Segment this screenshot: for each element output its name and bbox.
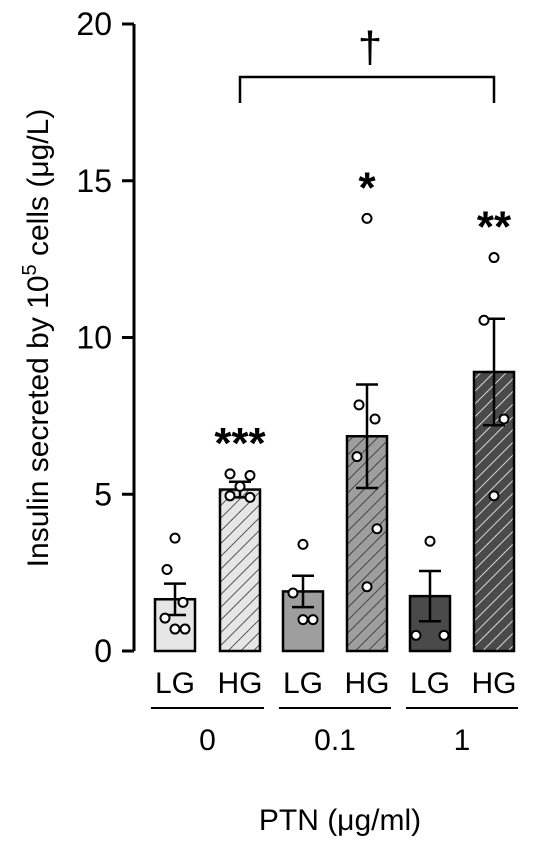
- y-axis-title: Insulin secreted by 105 cells (μg/L): [19, 109, 55, 568]
- data-point: [369, 413, 381, 425]
- significance-mark: *: [358, 163, 376, 212]
- comparison-bracket: †: [238, 23, 496, 103]
- condition-label: HG: [218, 667, 263, 700]
- data-point: [169, 532, 181, 544]
- bar-hg-0: [218, 488, 262, 653]
- data-point: [169, 623, 181, 635]
- y-tick-label: 10: [76, 320, 112, 356]
- condition-label: LG: [410, 667, 450, 700]
- bracket-line: [238, 75, 496, 103]
- data-point: [177, 596, 189, 608]
- data-point: [361, 581, 373, 593]
- data-point: [351, 451, 363, 463]
- data-point: [179, 623, 191, 635]
- data-point: [371, 523, 383, 535]
- y-axis-title-text: Insulin secreted by 105 cells (μg/L): [19, 109, 55, 568]
- bars: [153, 370, 516, 653]
- data-point: [224, 468, 236, 480]
- data-point: [353, 399, 365, 411]
- data-point: [488, 490, 500, 502]
- data-point: [424, 535, 436, 547]
- data-point: [410, 629, 422, 641]
- group-label: 1: [454, 724, 471, 757]
- data-point: [161, 563, 173, 575]
- data-point: [159, 612, 171, 624]
- bracket-label: †: [358, 23, 382, 72]
- y-tick-label: 5: [94, 476, 112, 512]
- data-point: [488, 252, 500, 264]
- condition-label: LG: [283, 667, 323, 700]
- data-point: [297, 614, 309, 626]
- condition-label: LG: [155, 667, 195, 700]
- group-label: 0: [199, 724, 216, 757]
- error-bars: [164, 317, 505, 623]
- x-axis-labels: LG HG LG HG LG HG0 0.1 1: [151, 667, 518, 757]
- data-point: [307, 614, 319, 626]
- significance-mark: **: [477, 203, 512, 252]
- group-label: 0.1: [314, 724, 356, 757]
- y-tick-label: 15: [76, 163, 112, 199]
- data-point: [244, 491, 256, 503]
- y-axis: 0 5 10 15 20: [76, 6, 136, 669]
- condition-label: HG: [345, 667, 390, 700]
- data-point: [224, 490, 236, 502]
- y-tick-label: 0: [94, 633, 112, 669]
- x-axis-title: PTN (μg/ml): [259, 804, 421, 837]
- data-point: [478, 314, 490, 326]
- y-tick-label: 20: [76, 6, 112, 42]
- condition-label: HG: [472, 667, 517, 700]
- data-point: [234, 480, 246, 492]
- data-point: [297, 538, 309, 550]
- significance-mark: ***: [214, 419, 266, 468]
- data-point: [438, 629, 450, 641]
- data-point: [361, 212, 373, 224]
- significance-marks: ******: [214, 163, 512, 468]
- data-point: [498, 413, 510, 425]
- data-point: [287, 587, 299, 599]
- data-point: [244, 469, 256, 481]
- data-points: [159, 212, 510, 641]
